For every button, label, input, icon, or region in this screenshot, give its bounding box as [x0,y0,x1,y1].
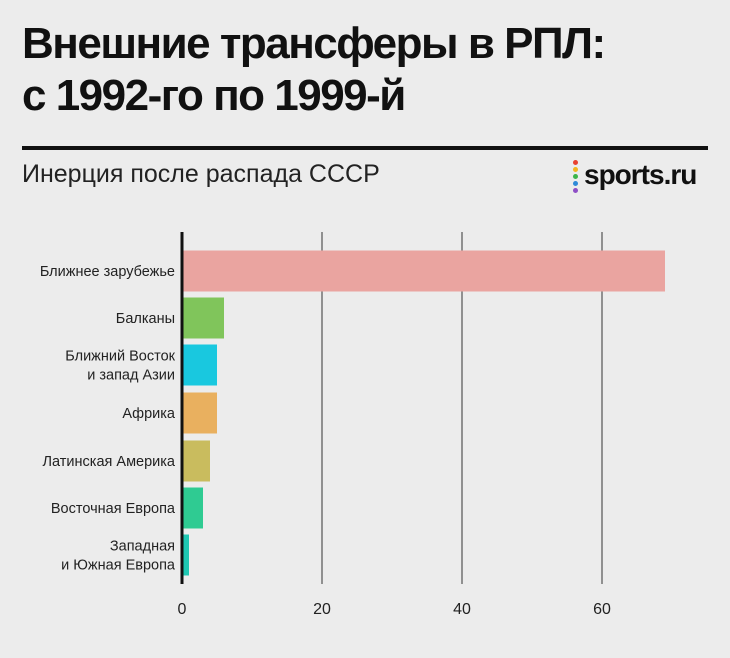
category-label: Латинская Америка [43,454,176,470]
x-tick-label: 60 [593,601,611,618]
bar [182,250,665,292]
category-label: Западная [110,539,175,555]
sports-ru-dots-icon [572,158,580,193]
x-tick-label: 40 [453,601,471,618]
category-label: Африка [122,406,176,422]
chart-title: Внешние трансферы в РПЛ: с 1992-го по 19… [22,18,712,122]
category-label: Восточная Европа [51,501,176,517]
chart-subtitle: Инерция после распада СССР [22,160,380,188]
category-label: Ближний Восток [65,349,175,365]
bar [182,297,224,339]
bar [182,487,203,529]
logo-text: sports.ru [584,159,697,190]
x-tick-label: 20 [313,601,331,618]
chart-title-line-2: с 1992-го по 1999-й [22,71,406,120]
bar [182,344,217,386]
x-tick-labels: 0 20 40 60 [178,601,611,618]
bars [182,250,665,576]
category-label: и Южная Европа [61,558,176,574]
x-tick-label: 0 [178,601,187,618]
bar [182,440,210,482]
bar [182,534,189,576]
category-label: и запад Азии [87,368,175,384]
bar [182,392,217,434]
title-divider [22,146,708,150]
sports-ru-logo: sports.ru [572,157,697,193]
category-labels: Ближнее зарубежье Балканы Ближний Восток и … [40,264,176,574]
category-label: Балканы [116,311,175,327]
category-label: Ближнее зарубежье [40,264,175,280]
chart-title-line-1: Внешние трансферы в РПЛ: [22,19,606,68]
